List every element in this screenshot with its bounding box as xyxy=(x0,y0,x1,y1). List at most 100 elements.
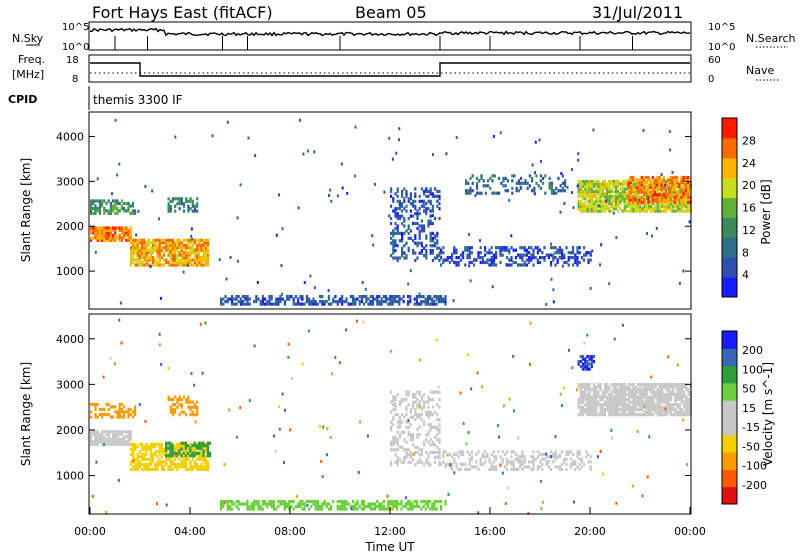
scatter-cell xyxy=(165,446,168,450)
scatter-cell xyxy=(619,182,622,186)
date-label: 31/Jul/2011 xyxy=(592,3,683,22)
scatter-cell xyxy=(112,405,115,409)
scatter-cell xyxy=(422,504,425,509)
scatter-cell xyxy=(678,393,681,397)
scatter-cell xyxy=(141,248,144,252)
scatter-cell xyxy=(409,435,412,439)
scatter-cell xyxy=(628,413,631,417)
scatter-cell xyxy=(541,467,544,471)
scatter-cell xyxy=(109,201,112,206)
scatter-cell xyxy=(481,260,484,265)
scatter-cell xyxy=(393,502,396,506)
scatter-cell xyxy=(180,405,183,409)
scatter-cell xyxy=(532,256,535,260)
freq-tick-high: 18 xyxy=(66,55,79,66)
scatter-cell xyxy=(418,460,421,464)
scatter-cell xyxy=(539,186,542,190)
scatter-cell xyxy=(414,258,417,263)
scatter-cell xyxy=(403,197,406,201)
scatter-cell xyxy=(595,184,598,189)
scatter-cell xyxy=(561,253,564,257)
scatter-cell xyxy=(510,450,513,454)
scatter-cell xyxy=(330,302,333,306)
scatter-cell xyxy=(415,302,418,306)
scatter-cell xyxy=(176,260,179,265)
scatter-cell xyxy=(653,195,657,199)
scatter-cell xyxy=(294,504,297,509)
scatter-cell xyxy=(149,241,152,245)
scatter-cell xyxy=(107,236,110,240)
scatter-cell xyxy=(392,438,395,442)
scatter-cell xyxy=(682,180,685,184)
scatter-cell xyxy=(268,297,271,301)
scatter-cell xyxy=(261,502,264,506)
scatter-cell xyxy=(420,187,423,191)
scatter-cell xyxy=(147,241,150,245)
scatter-cell xyxy=(431,209,434,213)
scatter-cell xyxy=(586,383,589,387)
scatter-cell xyxy=(687,413,690,417)
y-tick-label: 2000 xyxy=(56,220,84,233)
scatter-cell xyxy=(617,403,620,407)
scatter-cell xyxy=(435,302,438,306)
scatter-cell xyxy=(174,248,177,252)
scatter-cell xyxy=(650,405,653,409)
scatter-cell xyxy=(608,182,611,186)
scatter-cell xyxy=(431,507,434,511)
scatter-cell xyxy=(645,197,648,201)
scatter-cell xyxy=(209,441,212,445)
scatter-cell xyxy=(409,460,412,464)
scatter-cell xyxy=(242,295,245,299)
scatter-cell xyxy=(425,413,428,417)
scatter-cell-sparse xyxy=(190,227,193,231)
scatter-cell xyxy=(416,460,419,464)
scatter-cell xyxy=(517,263,520,267)
scatter-cell xyxy=(431,450,434,454)
scatter-cell xyxy=(180,454,183,458)
scatter-cell xyxy=(632,405,635,409)
scatter-cell xyxy=(277,504,280,509)
scatter-cell xyxy=(196,400,199,404)
scatter-cell-sparse xyxy=(96,177,99,181)
scatter-cell xyxy=(479,460,482,464)
scatter-cell xyxy=(545,460,548,464)
scatter-cell xyxy=(118,236,121,240)
scatter-cell xyxy=(684,185,687,189)
scatter-cell xyxy=(684,178,687,182)
scatter-cell xyxy=(187,241,190,245)
scatter-cell xyxy=(204,467,207,471)
scatter-cell xyxy=(578,260,581,265)
scatter-cell xyxy=(180,410,183,414)
scatter-cell xyxy=(391,297,394,301)
scatter-cell xyxy=(189,460,192,464)
scatter-cell xyxy=(634,403,637,407)
scatter-cell xyxy=(617,400,620,404)
scatter-cell-sparse xyxy=(534,140,537,144)
scatter-cell xyxy=(422,300,425,304)
scatter-cell xyxy=(584,209,587,213)
scatter-cell xyxy=(678,413,681,417)
scatter-cell xyxy=(116,206,119,211)
noise-panel: N.Sky 10^5 10^0 10^5 10^0 N.Search xyxy=(12,21,796,53)
scatter-cell xyxy=(158,452,161,456)
scatter-cell xyxy=(92,402,95,406)
scatter-cell xyxy=(650,398,653,402)
scatter-cell xyxy=(628,410,631,414)
scatter-cell xyxy=(261,295,264,299)
scatter-cell xyxy=(608,398,611,402)
scatter-cell xyxy=(114,231,117,235)
scatter-cell xyxy=(200,455,203,459)
scatter-cell xyxy=(519,465,522,469)
scatter-cell xyxy=(396,499,399,504)
scatter-cell xyxy=(390,241,393,245)
scatter-cell xyxy=(678,410,681,414)
scatter-cell-sparse xyxy=(236,216,239,220)
scatter-cell-sparse xyxy=(561,257,564,261)
scatter-cell xyxy=(200,450,203,454)
scatter-cell xyxy=(292,302,295,306)
scatter-cell xyxy=(178,253,181,257)
scatter-cell xyxy=(477,251,480,255)
scatter-cell xyxy=(468,251,471,255)
scatter-cell xyxy=(653,190,657,194)
scatter-cell xyxy=(327,302,330,306)
